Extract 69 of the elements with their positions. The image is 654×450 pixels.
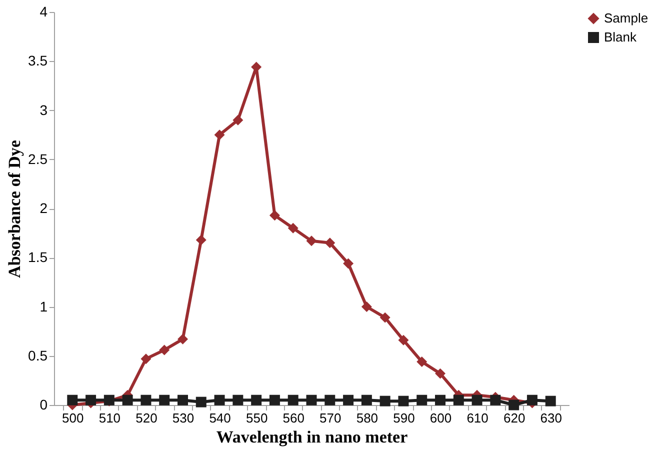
- point: [343, 258, 354, 269]
- point: [67, 394, 78, 406]
- point: [490, 394, 501, 406]
- x-tick-label: 600: [430, 410, 452, 426]
- point: [324, 238, 336, 248]
- y-tick-label: 3.5: [28, 52, 48, 69]
- legend-label: Sample: [604, 10, 648, 26]
- point: [380, 312, 390, 323]
- point: [306, 394, 317, 406]
- point: [435, 394, 446, 406]
- y-tick-label: 1: [40, 298, 48, 314]
- point: [306, 236, 317, 246]
- x-tick-label: 590: [393, 410, 415, 426]
- point: [86, 394, 96, 406]
- point: [159, 344, 170, 356]
- point: [508, 400, 520, 410]
- x-tick-label: 550: [246, 410, 268, 426]
- point: [361, 394, 372, 406]
- point: [232, 114, 244, 126]
- point: [472, 394, 482, 406]
- x-axis-title: Wavelength in nano meter: [216, 428, 408, 446]
- x-tick-label: 520: [136, 410, 158, 426]
- point: [178, 394, 188, 406]
- x-tick-label: 610: [466, 410, 488, 426]
- x-tick-label: 530: [172, 410, 194, 426]
- x-tick-label: 630: [540, 410, 562, 426]
- y-tick-label: 2.5: [28, 150, 48, 167]
- point: [196, 396, 206, 408]
- x-tick-label: 560: [282, 410, 304, 426]
- point: [398, 396, 409, 406]
- y-tick-label: 3: [40, 102, 48, 118]
- point: [343, 394, 354, 406]
- point: [288, 394, 298, 406]
- point: [232, 394, 244, 406]
- point: [140, 354, 152, 364]
- point: [269, 210, 280, 221]
- point: [269, 394, 280, 406]
- y-tick-label: 0: [40, 396, 48, 412]
- point: [545, 396, 556, 406]
- y-tick-label: 2: [40, 200, 48, 216]
- legend-label: Blank: [604, 30, 638, 44]
- point: [178, 334, 188, 344]
- point: [361, 302, 372, 312]
- point: [526, 394, 538, 406]
- y-tick-label: 0.5: [28, 347, 48, 364]
- y-tick-label: 4: [40, 4, 48, 20]
- point: [214, 394, 225, 406]
- point: [380, 396, 390, 406]
- point: [398, 334, 409, 346]
- point: [416, 356, 428, 368]
- point: [140, 394, 152, 406]
- x-tick-label: 620: [503, 410, 526, 426]
- point: [435, 368, 446, 379]
- y-tick-label: 1.5: [28, 249, 48, 266]
- point: [453, 394, 464, 406]
- x-tick-label: 570: [320, 410, 342, 426]
- x-tick-label: 510: [98, 410, 121, 426]
- point: [214, 130, 225, 140]
- point: [416, 394, 428, 406]
- x-tick-label: 580: [356, 410, 378, 426]
- x-tick-label: 500: [62, 410, 84, 426]
- point: [196, 234, 206, 246]
- y-axis-title: Absorbance of Dye: [5, 140, 24, 278]
- point: [324, 394, 336, 406]
- point: [159, 394, 170, 406]
- x-tick-label: 540: [209, 410, 231, 426]
- point: [122, 394, 133, 406]
- point: [251, 394, 262, 406]
- point: [288, 222, 298, 234]
